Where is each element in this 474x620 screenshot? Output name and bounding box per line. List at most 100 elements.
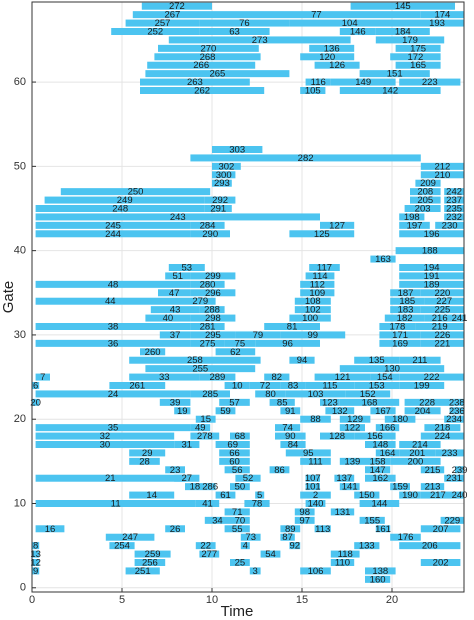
bar-label: 296 [205, 288, 221, 299]
bar-label: 156 [367, 431, 383, 442]
bar-label: 29 [142, 448, 153, 459]
bar-label: 237 [446, 195, 462, 206]
bar [255, 339, 320, 347]
bar-label: 268 [200, 52, 216, 63]
bar [339, 483, 360, 491]
bar-label: 213 [425, 482, 441, 493]
bar [35, 441, 175, 448]
bar [190, 424, 211, 432]
bar-label: 116 [311, 77, 326, 88]
bar [404, 398, 450, 406]
bar [190, 432, 220, 440]
bar [275, 432, 306, 440]
bar-label: 188 [422, 246, 438, 257]
bar-label: 13 [30, 549, 41, 560]
bar-label: 123 [322, 397, 338, 408]
bar-label: 57 [229, 397, 240, 408]
bar [141, 2, 212, 10]
bar-label: 62 [230, 347, 241, 358]
bar [415, 179, 441, 187]
bar-label: 133 [359, 541, 375, 552]
bar [399, 221, 430, 229]
bar [379, 339, 421, 347]
bar [449, 398, 464, 406]
bar-label: 121 [335, 372, 351, 383]
bar-label: 241 [452, 313, 468, 324]
bar-label: 282 [298, 153, 314, 164]
bar-label: 129 [347, 414, 363, 425]
bar [204, 483, 216, 491]
bar-label: 11 [111, 499, 121, 510]
bar [174, 407, 191, 415]
bar-label: 28 [139, 456, 150, 467]
bar [240, 542, 250, 550]
bar-label: 230 [442, 220, 458, 231]
bar [190, 331, 236, 339]
bar [35, 339, 191, 347]
bar [212, 11, 421, 19]
bar [375, 36, 445, 44]
bar-label: 152 [360, 389, 376, 400]
bar-label: 179 [402, 35, 418, 46]
bar [230, 559, 250, 566]
bar-label: 229 [444, 515, 460, 526]
bar-label: 80 [265, 389, 276, 400]
bar-label: 206 [422, 541, 438, 552]
bar-label: 77 [311, 10, 322, 21]
bar [140, 348, 166, 356]
bar [420, 483, 445, 491]
bar-label: 235 [446, 204, 462, 215]
bar-label: 193 [429, 18, 445, 29]
bar-label: 300 [216, 170, 232, 181]
bar [109, 382, 166, 389]
bar [32, 398, 40, 406]
y-tick-label: 0 [20, 582, 26, 594]
bar [289, 19, 410, 27]
bar [185, 297, 216, 305]
bar-label: 160 [370, 574, 386, 585]
bar-label: 71 [232, 507, 243, 518]
bar-label: 159 [392, 482, 408, 493]
bar [449, 407, 464, 415]
bar-label: 299 [205, 271, 221, 282]
bar [410, 196, 441, 204]
bar-label: 32 [100, 431, 111, 442]
bar [305, 500, 326, 507]
bar [395, 247, 464, 255]
bar-label: 15 [200, 414, 211, 425]
bar [264, 323, 320, 330]
bar-label: 26 [170, 524, 181, 535]
bar-label: 150 [359, 490, 375, 501]
bar [305, 272, 335, 280]
bar [330, 508, 355, 516]
bar-label: 207 [433, 524, 449, 535]
bar [300, 289, 335, 297]
bar [190, 289, 236, 297]
bar [390, 457, 441, 465]
bar-label: 196 [424, 229, 440, 240]
bar [420, 289, 464, 297]
bar [32, 559, 40, 566]
bar [365, 441, 396, 448]
bar-label: 158 [370, 456, 386, 467]
bar-label: 234 [446, 414, 462, 425]
bar-label: 109 [309, 288, 325, 299]
bar-label: 33 [159, 372, 170, 383]
bar-label: 244 [105, 229, 121, 240]
bar-label: 52 [243, 473, 254, 484]
bar [455, 314, 464, 322]
bar [300, 415, 331, 423]
bar-label: 3 [253, 566, 258, 577]
bar-label: 248 [112, 204, 128, 215]
bar [199, 550, 220, 558]
bar-label: 47 [169, 288, 180, 299]
bar [165, 272, 191, 280]
bar-label: 122 [344, 423, 360, 434]
bar [269, 398, 295, 406]
bar-label: 115 [322, 381, 337, 392]
bar [339, 365, 445, 373]
x-tick-label: 0 [29, 594, 35, 606]
bar-label: 19 [177, 406, 188, 417]
axes-box [31, 1, 465, 593]
bar-label: 275 [200, 338, 216, 349]
